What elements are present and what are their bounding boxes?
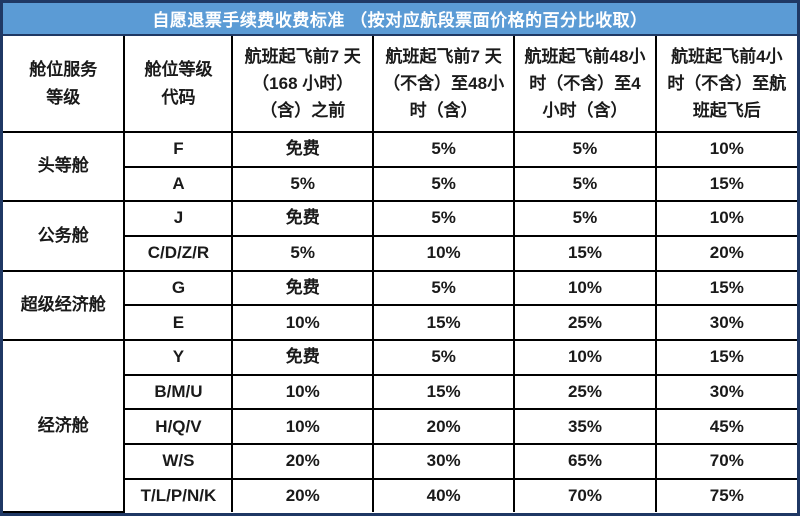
header-before-7days: 航班起飞前7 天 （168 小时） （含）之前 (231, 36, 374, 133)
table-row: 超级经济舱 G 免费 5% 10% 15% (3, 269, 797, 342)
header-cabin-code: 舱位等级 代码 (123, 36, 234, 133)
fee-cell: 免费 (231, 131, 374, 168)
fee-cell: 70% (654, 443, 797, 480)
header-4h-to-after-departure: 航班起飞前4小 时（不含）至航 班起飞后 (654, 36, 797, 133)
cabin-code-cell: J (123, 200, 234, 238)
cabin-class-cell: 超级经济舱 (3, 269, 126, 342)
fee-cell: 5% (371, 269, 516, 307)
table-row: H/Q/V 10% 20% 35% 45% (3, 408, 797, 446)
cabin-code-cell: T/L/P/N/K (124, 477, 234, 512)
fee-cell: 25% (513, 304, 657, 342)
table-row: C/D/Z/R 5% 10% 15% 20% (3, 235, 797, 272)
cabin-code-cell: G (123, 269, 234, 307)
fee-cell: 5% (371, 200, 516, 238)
fee-cell: 15% (371, 373, 516, 411)
fee-cell: 10% (231, 373, 374, 411)
fee-cell: 5% (231, 235, 374, 272)
fee-cell: 5% (371, 165, 516, 203)
table-row: B/M/U 10% 15% 25% 30% (3, 373, 797, 411)
cabin-code-cell: F (123, 131, 234, 168)
table-row: W/S 20% 30% 65% 70% (3, 443, 797, 480)
fee-cell: 5% (371, 339, 516, 376)
cabin-code-cell: C/D/Z/R (124, 235, 234, 272)
table-row: E 10% 15% 25% 30% (3, 304, 797, 342)
fee-cell: 75% (654, 477, 797, 512)
fee-cell: 15% (513, 235, 657, 272)
table-title: 自愿退票手续费收费标准 （按对应航段票面价格的百分比收取） (3, 3, 797, 36)
cabin-code-cell: B/M/U (124, 373, 234, 411)
cabin-code-cell: E (124, 304, 234, 342)
fee-cell: 20% (231, 477, 374, 512)
fee-cell: 5% (231, 165, 374, 203)
fee-cell: 15% (654, 339, 797, 376)
table-row: 公务舱 J 免费 5% 5% 10% (3, 200, 797, 272)
fee-cell: 20% (371, 408, 516, 446)
fee-cell: 20% (231, 443, 374, 480)
table-row: 经济舱 Y 免费 5% 10% 15% (3, 339, 797, 513)
fee-cell: 15% (371, 304, 516, 342)
fee-cell: 10% (231, 304, 374, 342)
fee-cell: 30% (654, 373, 797, 411)
cabin-class-cell: 公务舱 (3, 200, 126, 272)
fee-cell: 10% (231, 408, 374, 446)
fee-table: 舱位服务 等级 舱位等级 代码 航班起飞前7 天 （168 小时） （含）之前 … (3, 36, 797, 513)
fee-cell: 10% (654, 131, 797, 168)
fee-cell: 免费 (231, 269, 374, 307)
fee-cell: 30% (654, 304, 797, 342)
cabin-class-cell: 头等舱 (3, 130, 126, 203)
fee-cell: 5% (513, 200, 657, 238)
fee-cell: 35% (513, 408, 657, 446)
fee-cell: 5% (371, 131, 516, 168)
fee-cell: 10% (513, 339, 657, 376)
cabin-code-cell: A (124, 165, 234, 203)
fee-cell: 20% (654, 235, 797, 272)
fee-cell: 5% (513, 131, 657, 168)
cabin-class-cell: 经济舱 (3, 339, 126, 513)
fee-cell: 40% (371, 477, 516, 512)
fee-cell: 15% (654, 269, 797, 307)
fee-cell: 70% (513, 477, 657, 512)
fee-cell: 10% (654, 200, 797, 238)
header-48h-to-4h: 航班起飞前48小 时（不含）至4 小时（含） (513, 36, 657, 133)
fee-cell: 45% (654, 408, 797, 446)
header-cabin-service-class: 舱位服务 等级 (3, 36, 126, 133)
header-row: 舱位服务 等级 舱位等级 代码 航班起飞前7 天 （168 小时） （含）之前 … (3, 36, 797, 133)
fee-cell: 10% (513, 269, 657, 307)
fee-cell: 5% (513, 165, 657, 203)
cabin-code-cell: W/S (124, 443, 234, 480)
fee-cell: 10% (371, 235, 516, 272)
fee-cell: 免费 (231, 339, 374, 376)
table-row: T/L/P/N/K 20% 40% 70% 75% (3, 477, 797, 512)
fee-cell: 免费 (231, 200, 374, 238)
fee-cell: 25% (513, 373, 657, 411)
fee-cell: 15% (654, 165, 797, 203)
cabin-code-cell: Y (123, 339, 234, 376)
cabin-code-cell: H/Q/V (124, 408, 234, 446)
fee-cell: 30% (371, 443, 516, 480)
table-row: A 5% 5% 5% 15% (3, 165, 797, 203)
table-row: 头等舱 F 免费 5% 5% 10% (3, 130, 797, 203)
header-7days-to-48h: 航班起飞前7 天 （不含）至48小 时（含） (371, 36, 516, 133)
fee-cell: 65% (513, 443, 657, 480)
